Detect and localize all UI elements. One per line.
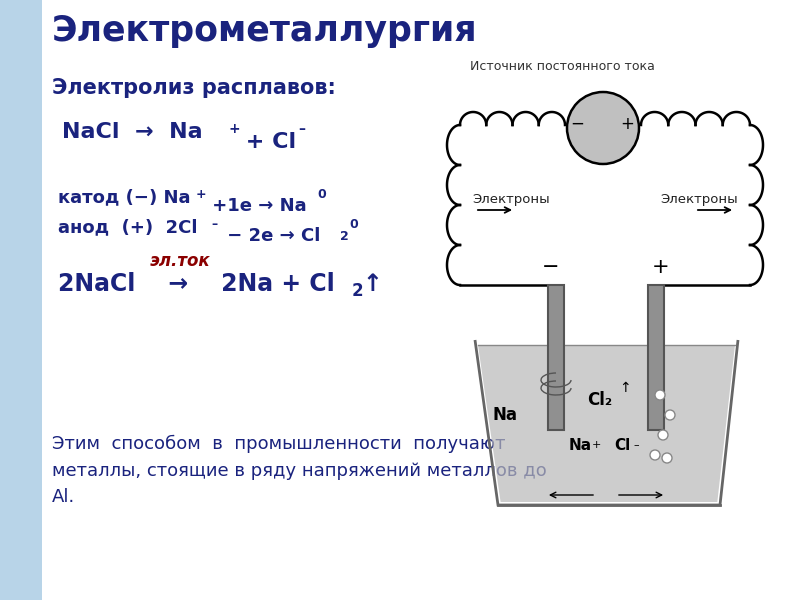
- Text: Cl₂: Cl₂: [587, 391, 613, 409]
- Text: эл.ток: эл.ток: [150, 252, 210, 270]
- Text: Этим  способом  в  промышленности  получают
металлы, стоящие в ряду напряжений м: Этим способом в промышленности получают …: [52, 435, 546, 506]
- Text: Электрометаллургия: Электрометаллургия: [52, 14, 478, 48]
- Text: –: –: [211, 218, 217, 231]
- Text: ↑: ↑: [362, 272, 382, 296]
- Text: –: –: [633, 440, 638, 450]
- FancyBboxPatch shape: [648, 285, 664, 430]
- Polygon shape: [478, 345, 735, 502]
- Text: +: +: [196, 188, 206, 201]
- Text: NaCl  →  Na: NaCl → Na: [62, 122, 202, 142]
- Text: +: +: [652, 257, 670, 277]
- Circle shape: [655, 390, 665, 400]
- Text: Cl: Cl: [614, 437, 630, 452]
- Text: Na: Na: [493, 406, 518, 424]
- Text: +: +: [592, 440, 602, 450]
- Text: катод (−) Na: катод (−) Na: [58, 188, 190, 206]
- FancyBboxPatch shape: [0, 0, 42, 600]
- Circle shape: [665, 410, 675, 420]
- Text: 0: 0: [349, 218, 358, 231]
- Text: 0: 0: [317, 188, 326, 201]
- Circle shape: [658, 430, 668, 440]
- Circle shape: [567, 92, 639, 164]
- Circle shape: [650, 450, 660, 460]
- Text: −: −: [570, 115, 584, 133]
- Text: + Cl: + Cl: [238, 132, 296, 152]
- Circle shape: [662, 453, 672, 463]
- Text: 2: 2: [340, 230, 349, 243]
- Text: 2NaCl    →    2Na + Cl: 2NaCl → 2Na + Cl: [58, 272, 334, 296]
- Text: ↑: ↑: [619, 381, 631, 395]
- FancyBboxPatch shape: [548, 285, 564, 430]
- Text: Электролиз расплавов:: Электролиз расплавов:: [52, 78, 336, 98]
- Text: +: +: [620, 115, 634, 133]
- Text: +: +: [228, 122, 240, 136]
- Text: Электроны: Электроны: [472, 193, 550, 206]
- Text: –: –: [298, 122, 305, 136]
- Text: +1e → Na: +1e → Na: [206, 197, 306, 215]
- Text: −: −: [542, 257, 560, 277]
- Text: Источник постоянного тока: Источник постоянного тока: [470, 60, 655, 73]
- Text: анод  (+)  2Cl: анод (+) 2Cl: [58, 218, 198, 236]
- Text: − 2e → Cl: − 2e → Cl: [221, 227, 320, 245]
- Text: Na: Na: [569, 437, 592, 452]
- Text: Электроны: Электроны: [660, 193, 738, 206]
- Text: 2: 2: [352, 282, 364, 300]
